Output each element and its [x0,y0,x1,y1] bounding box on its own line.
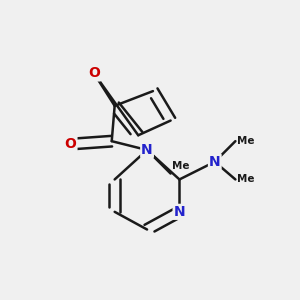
Text: N: N [141,143,153,157]
Text: N: N [174,205,185,219]
Text: O: O [88,66,100,80]
Text: Me: Me [237,174,254,184]
Text: O: O [64,137,76,151]
Text: N: N [209,155,220,169]
Text: Me: Me [172,160,190,171]
Text: Me: Me [237,136,254,146]
